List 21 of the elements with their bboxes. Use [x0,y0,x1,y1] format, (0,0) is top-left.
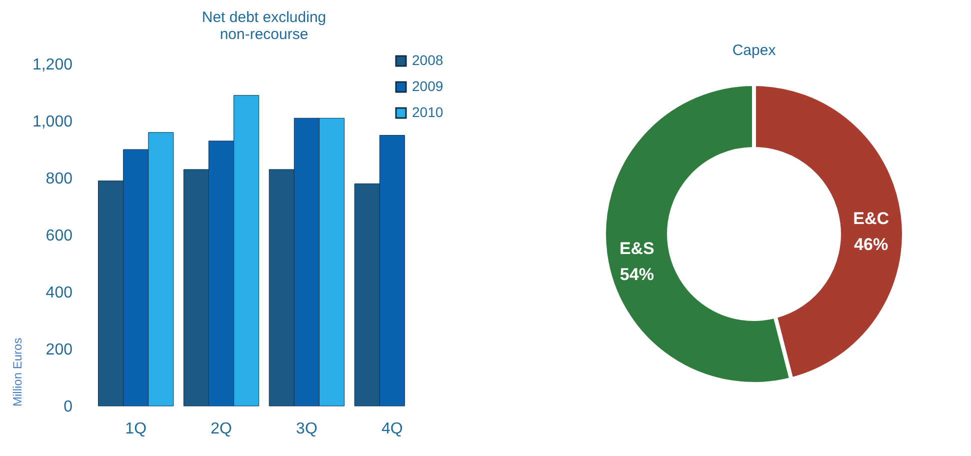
y-tick-label: 400 [46,284,73,302]
x-tick-label: 4Q [381,420,403,438]
x-tick-label: 3Q [296,420,318,438]
y-axis-title: Million Euros [10,338,24,406]
slice-label: E&C [853,209,890,228]
x-tick-label: 2Q [210,420,232,438]
data-label: 46% [854,235,888,254]
y-tick-label: 600 [46,228,73,244]
legend-label: 2008 [412,52,444,68]
y-tick-label: 200 [46,342,73,358]
legend-label: 2009 [412,78,444,94]
chart-title: Capex [732,42,776,59]
x-tick-label: 1Q [125,420,147,438]
slice-label: E&S [619,238,654,258]
legend-label: 2010 [412,104,444,120]
chart-title: Net debt excluding non-recourse [202,9,326,43]
data-label: 54% [620,264,654,284]
y-tick-label: 1,200 [32,56,73,74]
y-tick-label: 1,000 [32,114,73,130]
y-tick-label: 800 [46,170,73,188]
y-tick-label: 0 [64,398,73,416]
